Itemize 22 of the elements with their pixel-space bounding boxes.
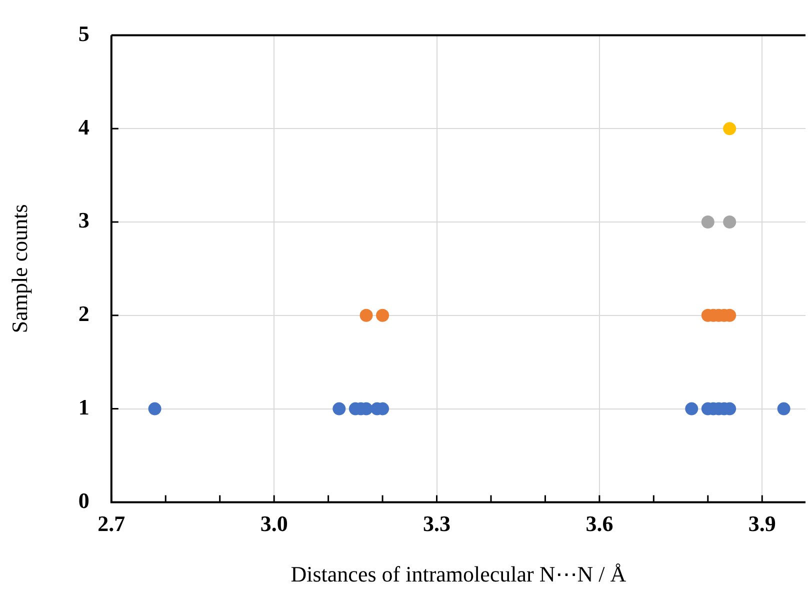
- y-axis-title: Sample counts: [6, 204, 32, 334]
- y-tick-label: 3: [78, 208, 90, 233]
- point: [723, 122, 736, 136]
- point: [723, 216, 736, 228]
- x-tick-label: 2.7: [98, 511, 126, 536]
- point: [376, 308, 390, 322]
- x-tick-label: 3.9: [748, 511, 776, 536]
- y-tick-label: 2: [78, 301, 90, 326]
- point: [777, 402, 790, 416]
- point: [148, 402, 162, 416]
- y-tick-label: 1: [78, 394, 90, 420]
- point: [332, 402, 346, 416]
- x-tick-label: 3.6: [586, 511, 614, 536]
- point: [685, 402, 698, 416]
- x-tick-label: 3.3: [423, 511, 451, 536]
- y-tick-label: 5: [78, 20, 90, 46]
- x-axis-title: Distances of intramolecular N⋯N / Å: [290, 562, 626, 587]
- x-tick-label: 3.0: [260, 511, 288, 536]
- point: [360, 308, 373, 322]
- point: [701, 216, 714, 228]
- y-tick-label: 4: [78, 114, 90, 140]
- y-tick-label: 0: [78, 488, 90, 513]
